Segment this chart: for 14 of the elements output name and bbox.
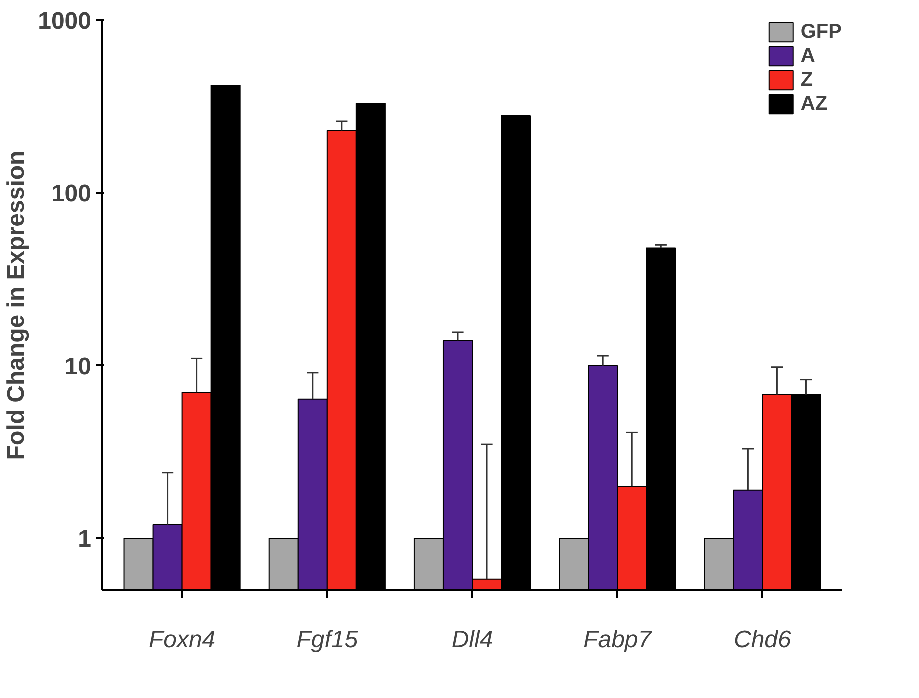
y-tick-label: 10 (64, 353, 92, 380)
legend-label: Z (800, 68, 814, 92)
y-tick-label: 1 (78, 526, 92, 554)
x-tick-label: Fabp7 (584, 626, 654, 654)
legend-label: AZ (800, 92, 828, 116)
y-tick-label: 100 (51, 180, 92, 208)
legend-label: GFP (800, 20, 842, 44)
legend-label: A (800, 44, 816, 68)
x-tick-label: Chd6 (734, 626, 792, 654)
x-tick-label: Fgf15 (296, 626, 359, 654)
x-tick-label: Dll4 (452, 626, 494, 654)
y-tick-label: 1000 (38, 8, 92, 35)
y-axis-title: Fold Change in Expression (3, 150, 30, 460)
x-tick-label: Foxn4 (148, 626, 216, 654)
